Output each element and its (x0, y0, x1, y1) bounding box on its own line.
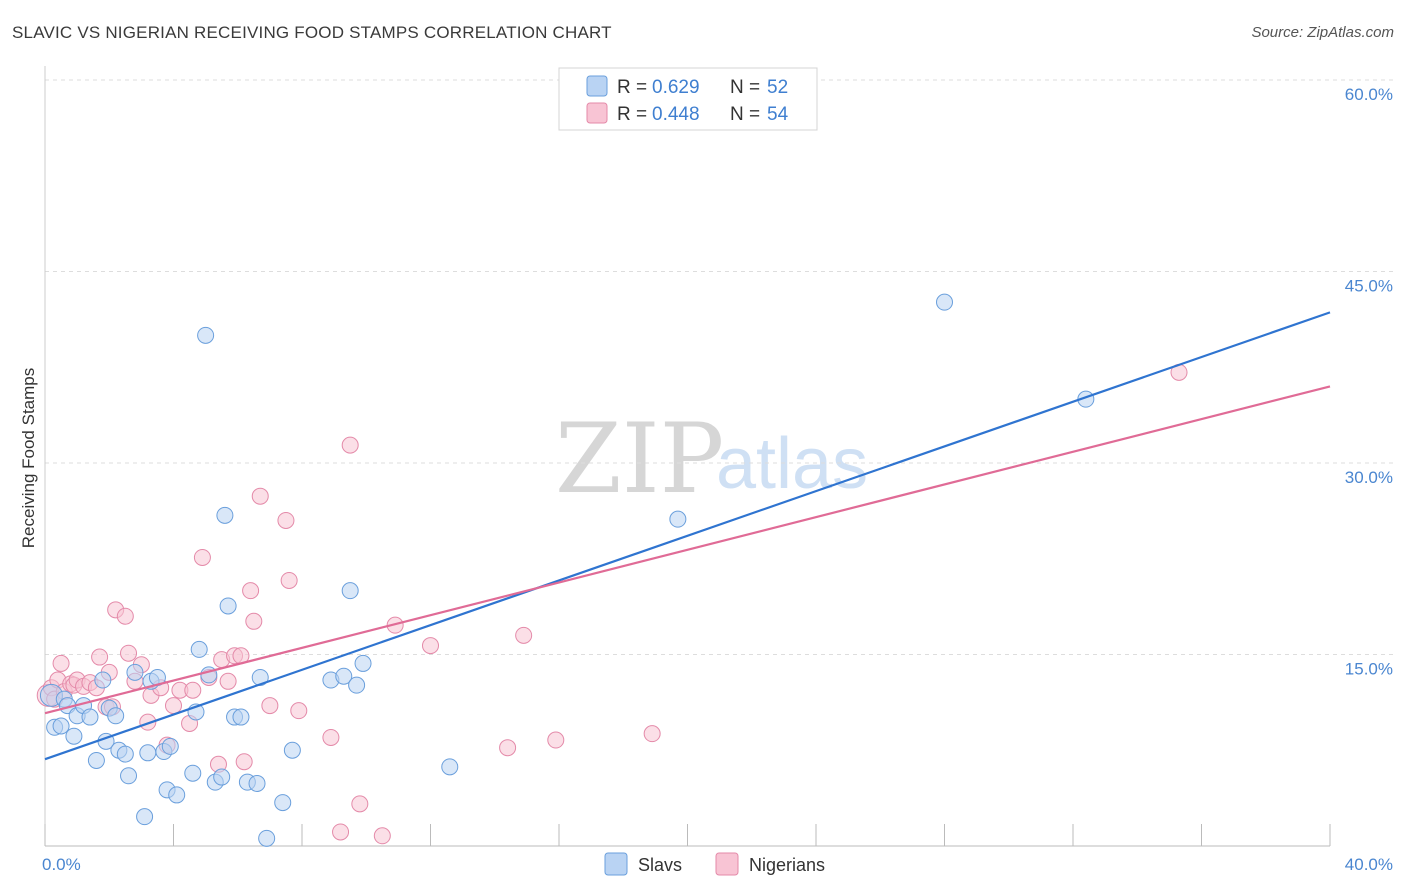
slavs-n-label: N = (730, 77, 760, 98)
slavs-point-13 (107, 707, 125, 725)
nigerians-point-18 (120, 644, 138, 662)
nigerians-r-label: R = (617, 104, 647, 125)
slavs-r-label: R = (617, 77, 647, 98)
nigerians-trend-line (44, 385, 1331, 715)
slavs-legend-swatch (586, 75, 608, 97)
nigerians-point-47 (351, 795, 369, 813)
y-tick-label-1: 30.0% (1345, 468, 1393, 487)
slavs-point-48 (441, 758, 459, 776)
nigerians-point-12 (91, 648, 109, 666)
nigerians-point-42 (280, 571, 298, 589)
watermark-atlas: atlas (716, 424, 868, 504)
slavs-point-8 (81, 708, 99, 726)
slavs-series-swatch (604, 852, 628, 876)
y-tick-label-3: 60.0% (1345, 85, 1393, 104)
slavs-point-10 (94, 671, 112, 689)
slavs-point-9 (87, 751, 105, 769)
x-tick-label-1: 40.0% (1345, 855, 1393, 874)
nigerians-point-43 (290, 702, 308, 720)
nigerians-point-53 (547, 731, 565, 749)
nigerians-point-25 (165, 697, 182, 715)
slavs-point-32 (213, 768, 231, 786)
nigerians-point-38 (245, 612, 263, 630)
slavs-point-2 (52, 717, 70, 735)
slavs-point-42 (283, 741, 301, 759)
nigerians-point-4 (52, 654, 70, 672)
slavs-point-16 (120, 767, 138, 785)
y-axis-label: Receiving Food Stamps (19, 368, 38, 548)
slavs-point-45 (341, 582, 359, 600)
nigerians-point-51 (499, 739, 517, 757)
slavs-n-value: 52 (767, 77, 788, 98)
slavs-point-28 (190, 640, 208, 658)
grid-lines (45, 79, 1395, 655)
y-tick-label-0: 15.0% (1345, 660, 1393, 679)
slavs-point-38 (248, 774, 266, 792)
trend-lines (44, 311, 1331, 761)
nigerians-point-37 (242, 582, 260, 600)
slavs-point-34 (219, 597, 237, 615)
slavs-trend-line (44, 311, 1331, 761)
slavs-point-47 (354, 654, 372, 672)
slavs-point-19 (139, 744, 157, 762)
nigerians-point-50 (422, 637, 439, 655)
nigerians-n-label: N = (730, 104, 760, 125)
slavs-point-46 (348, 676, 366, 694)
slavs-point-18 (136, 808, 154, 826)
slavs-point-25 (168, 786, 186, 804)
nigerians-point-28 (184, 681, 202, 699)
slavs-point-41 (274, 794, 292, 812)
x-tick-labels: 0.0% 40.0% (42, 855, 1393, 874)
slavs-point-36 (232, 708, 250, 726)
y-tick-labels: 15.0% 30.0% 45.0% 60.0% (1345, 85, 1393, 679)
slavs-point-44 (335, 667, 353, 685)
nigerians-point-41 (277, 511, 295, 529)
nigerians-point-40 (261, 697, 279, 715)
nigerians-series-label: Nigerians (749, 855, 825, 875)
chart-title: SLAVIC VS NIGERIAN RECEIVING FOOD STAMPS… (12, 23, 612, 42)
nigerians-point-46 (341, 436, 359, 454)
nigerians-r-value: 0.448 (652, 104, 700, 125)
nigerians-series-swatch (715, 852, 739, 876)
series-legend: Slavs Nigerians (604, 852, 825, 876)
nigerians-point-17 (116, 607, 134, 625)
x-tick-label-0: 0.0% (42, 855, 81, 874)
nigerians-point-54 (643, 725, 661, 743)
nigerians-n-value: 54 (767, 104, 789, 125)
slavs-point-49 (669, 510, 687, 528)
slavs-point-26 (184, 764, 202, 782)
y-tick-label-2: 45.0% (1345, 277, 1393, 296)
slavs-points (39, 293, 1095, 847)
slavs-r-value: 0.629 (652, 77, 700, 98)
slavs-point-40 (258, 829, 276, 847)
nigerians-point-36 (235, 753, 253, 771)
axes (44, 66, 1331, 847)
slavs-point-24 (161, 737, 179, 755)
stats-legend: R = 0.629 N = 52 R = 0.448 N = 54 (558, 67, 818, 131)
slavs-series-label: Slavs (638, 855, 682, 875)
nigerians-point-33 (219, 672, 237, 690)
slavs-point-15 (116, 745, 134, 763)
slavs-point-33 (216, 506, 234, 524)
slavs-point-29 (197, 326, 215, 344)
slavs-point-5 (65, 727, 83, 745)
slavs-point-50 (936, 293, 953, 311)
nigerians-point-39 (251, 487, 269, 505)
nigerians-point-44 (322, 728, 340, 746)
watermark-zip: ZIP (555, 403, 724, 515)
nigerians-point-21 (139, 713, 157, 731)
slavs-point-17 (126, 663, 144, 681)
chart-source: Source: ZipAtlas.com (1251, 24, 1394, 41)
nigerians-point-52 (515, 626, 533, 644)
nigerians-legend-swatch (586, 102, 608, 124)
nigerians-point-48 (373, 827, 391, 845)
nigerians-point-45 (332, 823, 350, 841)
nigerians-point-29 (193, 548, 211, 566)
